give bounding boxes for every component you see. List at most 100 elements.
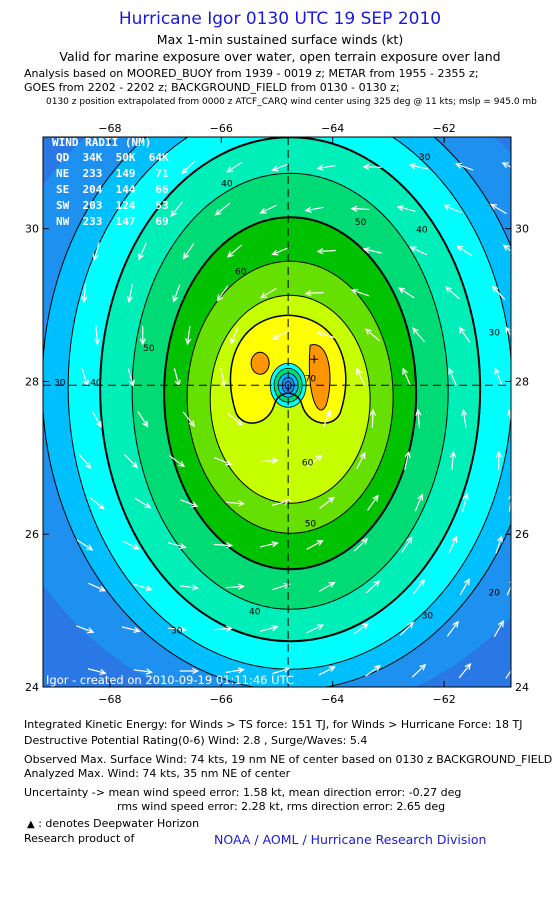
wind-arrow [456, 245, 473, 257]
wind-arrow-head [508, 494, 511, 500]
wind-arrow-head [226, 251, 234, 258]
wind-arrow-head [145, 668, 154, 675]
axis-ticks: −68 −68 −66 −66 −64 −64 −62 −62 24 24 26 26 28 28 30 30 [25, 122, 529, 706]
wind-arrow [411, 663, 427, 678]
wind-arrow-shaft [410, 246, 428, 256]
wind-arrow-shaft [260, 204, 278, 214]
wind-radii-row: SW 203 124 53 [56, 199, 169, 212]
wind-arrow-head [361, 622, 370, 630]
wind-arrow [259, 457, 280, 464]
wind-arrow-shaft [363, 166, 382, 168]
wind-arrow [213, 625, 234, 632]
contour-line [186, 260, 394, 534]
wind-arrow-shaft [319, 497, 335, 509]
contour-label: 50 [355, 218, 367, 228]
wind-arrow-shaft [76, 539, 93, 551]
y-tick-label-left: 28 [25, 375, 39, 388]
wind-arrow [139, 325, 146, 346]
y-tick-label-right: 30 [515, 223, 529, 236]
wind-arrow [227, 412, 243, 426]
wind-arrow [493, 620, 504, 638]
wind-arrow-shaft [133, 669, 152, 673]
wind-arrow-head [139, 338, 146, 346]
wind-arrow-head [97, 502, 105, 510]
wind-arrow [76, 539, 94, 551]
wind-arrow-head [444, 286, 452, 293]
wind-arrow-shaft [87, 668, 106, 674]
wind-arrow-head [98, 585, 107, 592]
x-tick-label-bottom: −64 [321, 693, 344, 706]
dpr-line: Destructive Potential Rating(0-6) Wind: … [24, 734, 368, 747]
contour-label: 50 [143, 344, 155, 354]
wind-arrow-head [87, 627, 95, 634]
wind-arrow [459, 577, 470, 596]
contour-label: 60 [302, 458, 314, 468]
wind-arrow-head [214, 209, 222, 216]
wind-arrow-shaft [448, 536, 458, 554]
x-tick-label-top: −66 [210, 122, 233, 135]
wind-arrow [412, 578, 426, 595]
wind-arrow [458, 662, 472, 679]
wind-arrow [123, 454, 139, 469]
wind-arrow-shaft [78, 453, 91, 469]
wind-arrow-head [462, 492, 469, 501]
wind-arrow [448, 367, 457, 386]
wind-arrow [307, 454, 323, 468]
wind-arrow-head [235, 418, 243, 426]
noaa-aoml-link[interactable]: NOAA / AOML / Hurricane Research Divisio… [214, 832, 487, 847]
wind-arrow-head [372, 494, 379, 502]
wind-arrow [179, 667, 200, 675]
wind-arrow-head [497, 620, 504, 628]
wind-arrow-head [138, 253, 145, 261]
wind-arrow-shaft [365, 580, 380, 594]
wind-arrow-head [182, 252, 190, 260]
wind-arrow-shaft [365, 665, 381, 677]
wind-arrow-shaft [127, 368, 134, 386]
wind-arrow-head [188, 420, 196, 428]
wind-arrow [454, 162, 474, 171]
wind-arrow-shaft [412, 579, 425, 595]
wind-radii-row: NW 233 147 69 [56, 215, 169, 228]
wind-arrow-shaft [305, 206, 324, 212]
center-crosshair [43, 137, 511, 687]
wind-arrow [87, 668, 107, 676]
contour-label: 40 [416, 225, 428, 235]
wind-arrow-shaft [259, 542, 278, 548]
contour-label: 50 [305, 520, 317, 530]
wind-arrow [318, 581, 336, 593]
wind-arrow-head [225, 542, 234, 549]
wind-arrow-head [230, 337, 237, 345]
wind-radii-header: QD 34K 50K 64K [56, 151, 169, 164]
wind-arrow [350, 288, 370, 297]
wind-arrow-head [225, 625, 234, 632]
wind-arrow-shaft [91, 410, 102, 428]
wind-arrow [170, 201, 183, 218]
wind-arrow-head [144, 502, 152, 509]
wind-arrow [88, 582, 107, 592]
wind-arrow [137, 411, 149, 428]
wind-arrow-shaft [451, 451, 455, 471]
contour-label: 40 [221, 180, 233, 190]
wind-arrow-head [362, 163, 370, 171]
wind-arrow-head [179, 543, 187, 550]
wind-arrow-shaft [409, 164, 428, 170]
wind-arrow-shaft [318, 581, 335, 593]
y-tick-label-left: 26 [25, 528, 39, 541]
wind-arrow [216, 285, 229, 302]
wind-arrow [126, 284, 134, 304]
wind-arrow [167, 542, 187, 550]
wind-arrow-head [283, 498, 291, 505]
wind-arrow [230, 326, 239, 345]
wind-arrow [350, 205, 370, 212]
wind-arrow-shaft [459, 578, 470, 596]
wind-arrow-head [327, 496, 335, 504]
max-wind-marker [310, 355, 319, 364]
wind-arrow-shaft [260, 287, 277, 299]
wind-arrow-head [505, 326, 511, 334]
contour-label: 70 [305, 374, 317, 384]
wind-arrow-shaft [417, 409, 421, 429]
contour-line [131, 172, 449, 610]
wind-arrow [226, 244, 242, 258]
wind-arrow-shaft [133, 583, 152, 591]
wind-arrow [494, 367, 503, 386]
